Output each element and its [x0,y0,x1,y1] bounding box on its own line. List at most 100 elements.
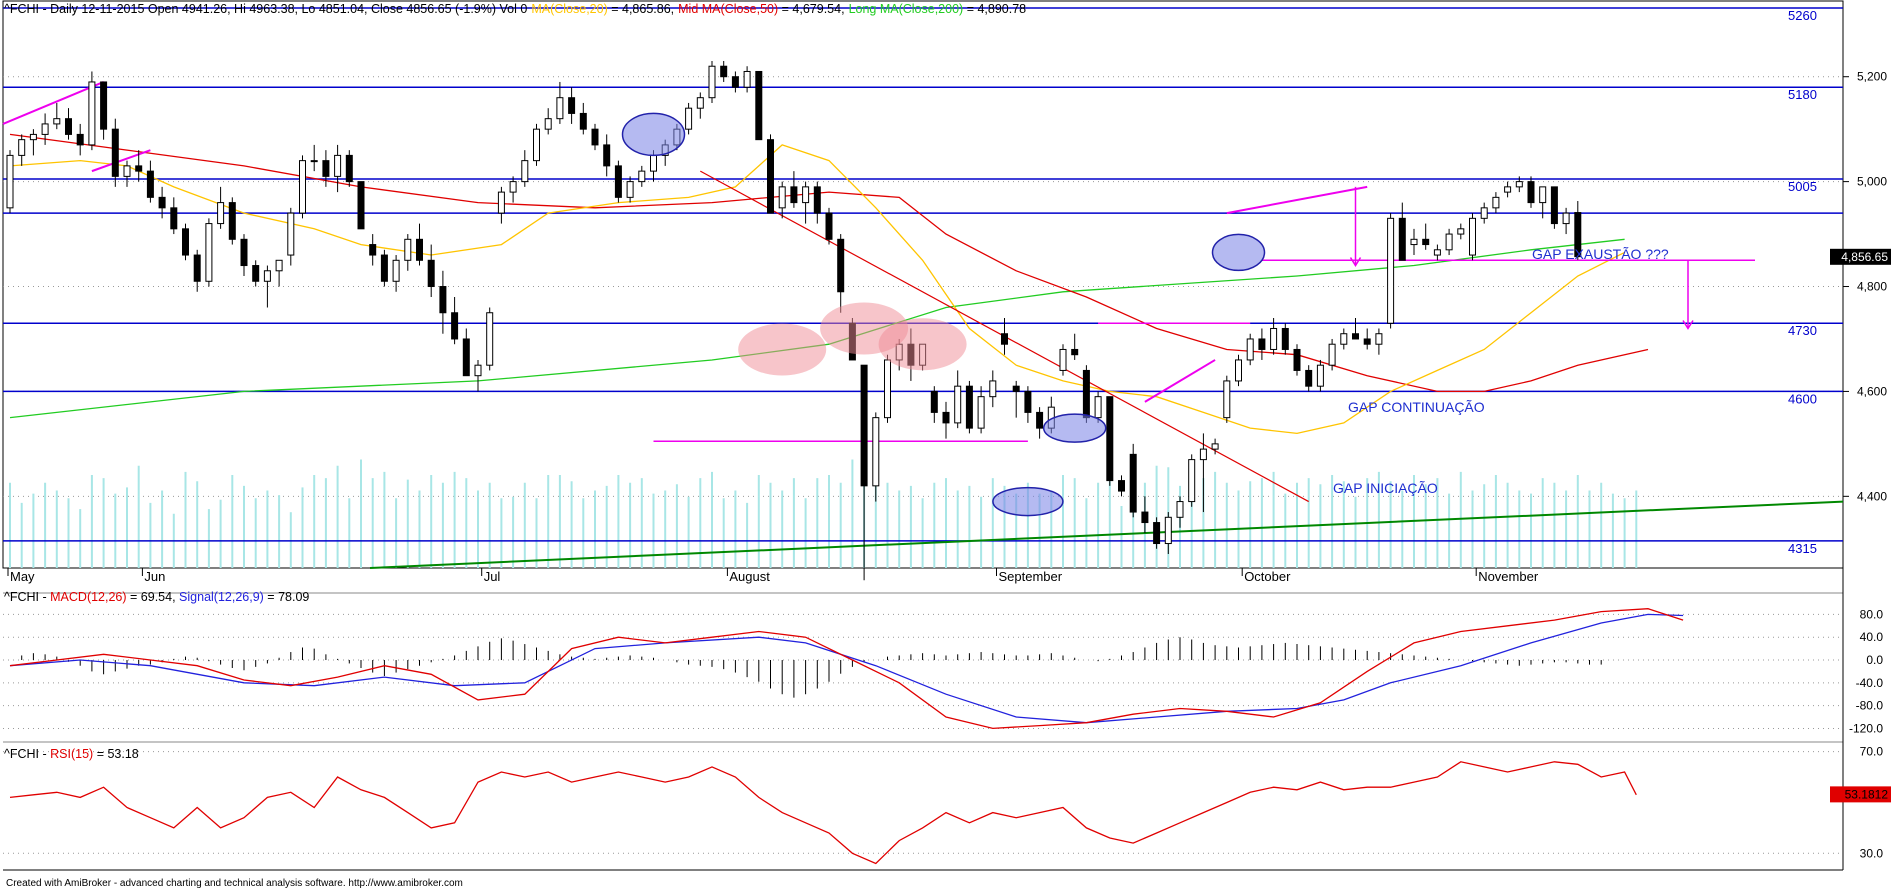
candle-body [1024,390,1032,413]
candle-body [1445,233,1453,251]
candle-body [439,286,447,314]
candle-body [123,165,131,177]
month-label: May [10,569,35,584]
candle-body [942,411,950,424]
candle-body [1305,369,1313,387]
candle-body [790,186,798,204]
rsi-tick-label: 70.0 [1860,745,1884,759]
candle-body [322,160,330,177]
candle-body [1082,369,1090,419]
candle-body [1469,217,1476,256]
candle-body [685,107,693,130]
candle-body [404,238,412,261]
candle-body [1012,385,1020,392]
candle-body [930,390,938,413]
rsi-tick-label: 30.0 [1860,846,1884,860]
rsi-value-badge [1830,786,1891,803]
support-trendline [369,500,1844,569]
candle-body [626,181,634,198]
annotation-gap-continuacao: GAP CONTINUAÇÃO [1348,399,1485,415]
candle-body [1293,348,1301,371]
candle-body [193,254,201,282]
candle-body [76,133,84,146]
candle-body [88,81,96,146]
candle-body [240,238,248,267]
candle-body [1141,511,1149,524]
level-label: 5005 [1788,179,1817,194]
month-label: November [1478,569,1539,584]
candle-body [884,359,891,419]
candle-body [1270,327,1278,350]
gap-ellipse [1042,413,1107,443]
candle-body [1118,480,1125,492]
candle-body [275,259,283,272]
candle-body [1457,228,1465,235]
ma200-legend: Long MA(Close,200) [849,2,964,16]
macd-value: = 69.54, [127,590,179,604]
candle-body [813,186,821,214]
candle-body [462,338,470,377]
candle-body [1246,338,1254,361]
candle-body [1281,327,1289,350]
candle-body [556,97,564,120]
candle-body [1258,338,1266,350]
candle-body [696,97,704,109]
ma50-line [9,133,1649,393]
macd-line [9,608,1684,730]
level-label: 4600 [1788,391,1817,406]
candle-body [416,238,423,261]
y-tick-label: 5,200 [1857,70,1887,84]
candle-body [1001,333,1008,345]
candle-body [53,118,61,125]
candle-body [1363,338,1371,345]
candle-body [1504,186,1512,193]
candle-body [158,196,166,209]
candle-body [1188,459,1196,503]
last-price-badge [1830,248,1891,265]
candle-body [755,70,763,141]
candle-body [146,170,154,198]
candle-body [1340,333,1348,345]
candle-body [1328,343,1336,366]
rsi-prefix: ^FCHI - [4,747,50,761]
candle-body [170,207,178,230]
price-header: ^FCHI - Daily 12-11-2015 Open 4941.26, H… [4,2,527,16]
candle-body [778,186,786,209]
annotation-gap-iniciacao: GAP INICIAÇÃO [1333,480,1438,496]
month-label: September [999,569,1063,584]
candle-body [603,144,611,167]
target-arrow [1682,320,1694,330]
macd-tick-label: 80.0 [1860,607,1884,621]
y-tick-label: 4,600 [1857,384,1887,398]
candle-body [486,312,494,366]
rsi-line [9,761,1637,865]
candle-body [720,65,728,78]
candle-body [1480,207,1488,219]
candle-body [1036,411,1044,429]
macd-tick-label: -40.0 [1856,676,1884,690]
candle-body [18,139,26,156]
candle-body [1223,380,1231,419]
ma20-legend: MA(Close,20) [531,2,607,16]
candle-body [1176,501,1184,518]
macd-title: ^FCHI - MACD(12,26) = 69.54, Signal(12,2… [4,590,309,604]
footer-credit: Created with AmiBroker - advanced charti… [6,878,463,889]
last-price-label: 4,856.65 [1841,250,1888,264]
rsi-value: = 53.18 [93,747,139,761]
candle-body [345,154,353,183]
candle-body [965,385,973,429]
candle-body [29,133,37,141]
macd-tick-label: 40.0 [1860,630,1884,644]
candle-body [872,417,880,487]
level-label: 4730 [1788,323,1817,338]
candle-body [1129,453,1137,513]
candle-body [1515,181,1523,188]
candle-body [614,165,622,198]
candle-body [638,170,646,183]
ma50-legend: Mid MA(Close,50) [678,2,778,16]
candle-body [1387,217,1395,324]
macd-tick-label: 0.0 [1866,653,1883,667]
candle-body [767,139,774,214]
gap-ellipse [621,112,686,157]
